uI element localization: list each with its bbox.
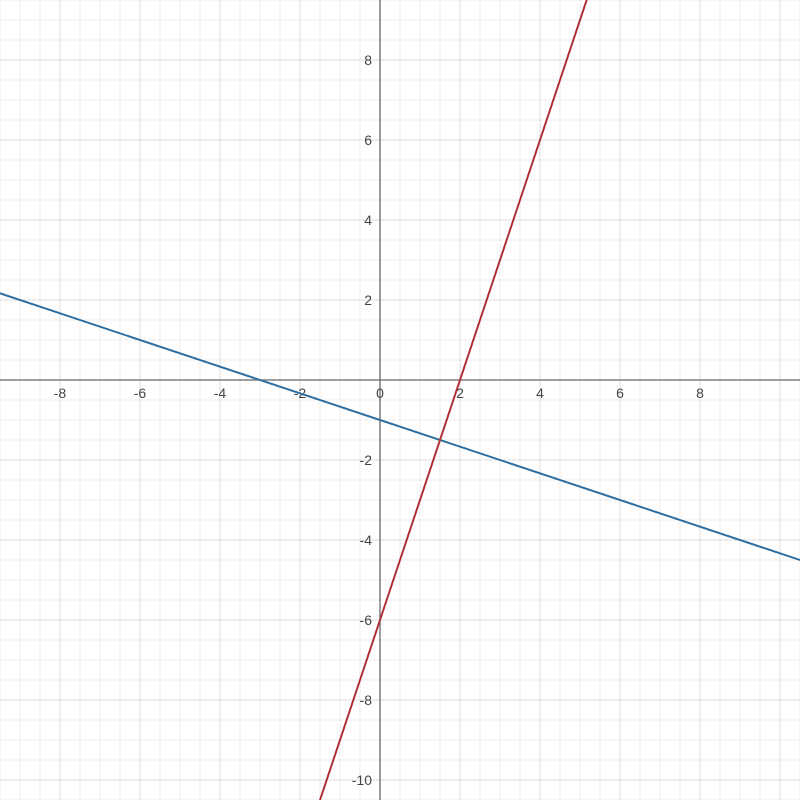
x-tick-label: 0 [376,385,384,401]
x-tick-label: -6 [134,385,147,401]
x-tick-label: -8 [54,385,67,401]
x-tick-label: -4 [214,385,227,401]
coordinate-plane-chart: -8-6-4-202468-10-8-6-4-22468 [0,0,800,800]
x-tick-label: 8 [696,385,704,401]
y-tick-label: 2 [364,292,372,308]
y-tick-label: 4 [364,212,372,228]
chart-svg: -8-6-4-202468-10-8-6-4-22468 [0,0,800,800]
y-tick-label: -10 [352,772,372,788]
y-tick-label: -4 [360,532,373,548]
x-tick-label: 6 [616,385,624,401]
y-tick-label: -8 [360,692,373,708]
y-tick-label: 8 [364,52,372,68]
x-tick-label: 4 [536,385,544,401]
y-tick-label: -6 [360,612,373,628]
y-tick-label: -2 [360,452,373,468]
y-tick-label: 6 [364,132,372,148]
